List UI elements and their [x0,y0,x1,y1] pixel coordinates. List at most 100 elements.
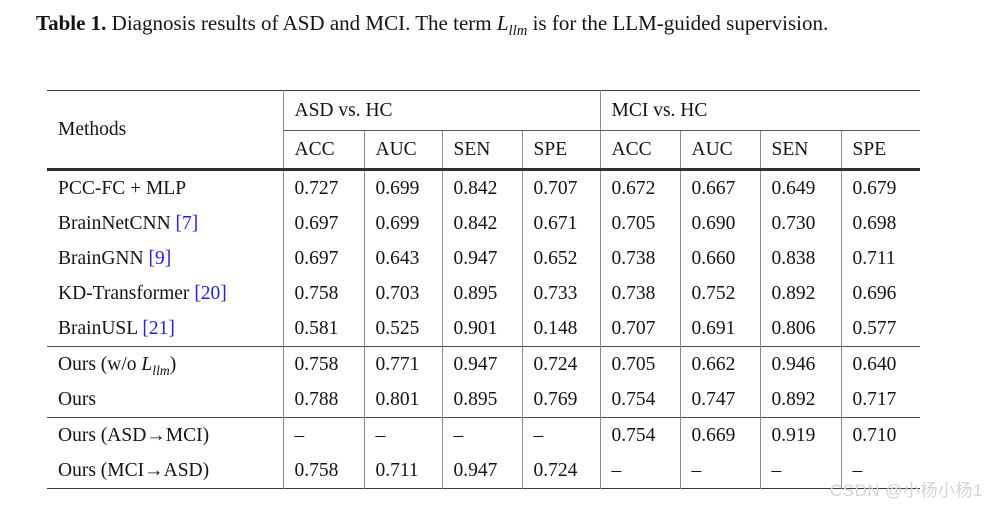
value-cell: 0.577 [852,317,897,339]
metric-header: ACC [600,130,681,171]
value-cell: 0.738 [600,276,681,311]
value-cell: 0.660 [680,241,761,276]
value-cell: 0.667 [680,169,761,206]
value-cell: 0.758 [283,346,365,382]
value-cell: 0.754 [600,382,681,418]
caption-text-1: Diagnosis results of ASD and MCI. The te… [106,11,497,35]
value-cell: 0.752 [680,276,761,311]
citation-ref[interactable]: [7] [175,212,199,234]
value-cell: 0.669 [680,417,761,453]
value-cell: 0.710 [841,417,921,453]
value-cell: 0.801 [364,382,443,418]
value-cell: 0.838 [760,241,842,276]
value-cell: 0.895 [442,382,523,418]
value-cell: 0.717 [852,388,897,410]
value-cell: – [600,453,681,489]
value-cell: 0.525 [364,311,443,347]
value-cell: 0.733 [522,276,601,311]
method-label: BrainNetCNN [58,212,176,234]
citation-ref[interactable]: [21] [142,317,175,339]
value-cell: 0.643 [364,241,443,276]
value-cell: – [283,417,365,453]
value-cell: 0.703 [364,276,443,311]
value-cell: 0.699 [364,169,443,206]
method-label: Ours (MCI→ASD) [58,459,210,481]
value-cell: – [442,417,523,453]
method-label: BrainUSL [58,317,143,339]
method-cell: Ours (MCI→ASD) [47,453,284,489]
value-cell: 0.730 [760,206,842,241]
method-cell: KD-Transformer [20] [47,276,284,311]
metric-header: SPE [841,130,921,171]
value-cell: 0.806 [760,311,842,347]
value-cell: – [522,417,601,453]
value-cell: 0.724 [522,346,601,382]
value-cell: 0.892 [760,382,842,418]
metric-header: AUC [680,130,761,171]
method-label: ) [169,353,177,375]
caption-math-var: L [496,11,509,35]
group-header-mci: MCI vs. HC [600,90,921,131]
value-cell: – [364,417,443,453]
caption-label: Table 1. [36,11,107,35]
value-cell: 0.662 [680,346,761,382]
value-cell: 0.842 [442,206,523,241]
value-cell: 0.691 [680,311,761,347]
row-group: PCC-FC + MLP 0.727 0.699 0.842 0.707 0.672 0.6… [47,169,920,347]
method-label: Ours (ASD→MCI) [58,424,210,446]
row-group: Ours (ASD→MCI) – – – –0.754 0.669 0.919 0.710 Ou… [47,417,921,489]
math-subscript: llm [152,362,170,378]
value-cell: 0.901 [442,311,523,347]
value-cell: 0.946 [760,346,842,382]
value-cell: 0.705 [600,206,681,241]
csdn-watermark: CSDN @小杨小杨1 [829,481,983,500]
value-cell: 0.148 [522,311,601,347]
method-label: KD-Transformer [58,282,195,304]
value-cell: 0.892 [760,276,842,311]
value-cell: 0.771 [364,346,443,382]
value-cell: 0.758 [283,276,365,311]
method-label: PCC-FC + MLP [58,177,187,199]
method-cell: BrainNetCNN [7] [47,206,284,241]
method-label: Ours (w/o [58,353,142,375]
method-cell: Ours [47,382,284,418]
value-cell: 0.649 [760,169,842,206]
value-cell: 0.724 [522,453,601,489]
value-cell: 0.671 [522,206,601,241]
results-table: Methods ASD vs. HC MCI vs. HC ACC AUC SEN SPE A… [47,90,921,489]
table-caption: Table 1. Diagnosis results of ASD and MC… [36,8,916,40]
metric-header: ACC [283,130,365,171]
value-cell: 0.581 [283,311,365,347]
value-cell: 0.738 [600,241,681,276]
metric-header: AUC [364,130,443,171]
value-cell: 0.947 [442,453,523,489]
value-cell: – [852,459,863,481]
value-cell: 0.919 [760,417,842,453]
method-label: BrainGNN [58,247,149,269]
citation-ref[interactable]: [20] [194,282,227,304]
value-cell: 0.754 [600,417,681,453]
value-cell: 0.769 [522,382,601,418]
value-cell: 0.758 [283,453,365,489]
value-cell: 0.947 [442,241,523,276]
math-var: L [141,353,153,375]
group-header-asd: ASD vs. HC [283,90,601,131]
value-cell: 0.699 [364,206,443,241]
value-cell: 0.679 [852,177,897,199]
table-row: PCC-FC + MLP 0.727 0.699 0.842 0.707 0.672 0.6… [47,169,920,206]
citation-ref[interactable]: [9] [148,247,172,269]
value-cell: 0.727 [283,169,365,206]
method-cell: BrainGNN [9] [47,241,284,276]
metric-header: SEN [442,130,523,171]
value-cell: 0.640 [841,346,921,382]
caption-math-subscript: llm [508,23,528,40]
value-cell: 0.652 [522,241,601,276]
value-cell: 0.707 [522,169,601,206]
row-group: Ours (w/o Lllm) 0.758 0.771 0.947 0.724 0.705… [47,346,921,418]
table-row: Ours 0.788 0.801 0.895 0.769 0.754 0.747 0.892 0… [47,382,920,418]
value-cell: 0.788 [283,382,365,418]
value-cell: 0.895 [442,276,523,311]
value-cell: 0.707 [600,311,681,347]
method-cell: Ours (w/o Lllm) [47,346,284,382]
metric-header: SEN [760,130,842,171]
